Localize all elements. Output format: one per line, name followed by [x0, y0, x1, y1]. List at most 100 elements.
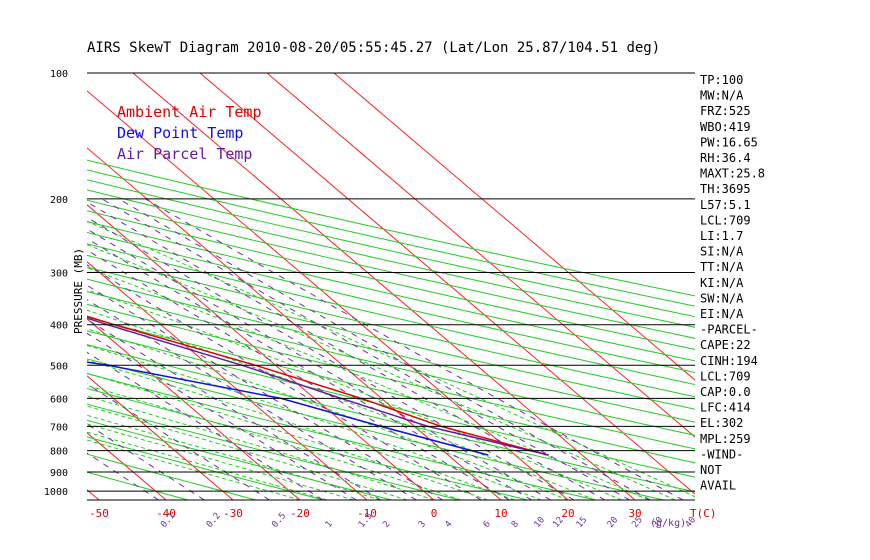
side-panel-item: CINH:194: [700, 354, 758, 368]
dry-adiabat-line: [87, 243, 695, 386]
side-panel-item: CAPE:22: [700, 338, 751, 352]
side-panel-item: FRZ:525: [700, 104, 751, 118]
pressure-tick-label: 700: [50, 422, 68, 433]
dry-adiabat-line: [87, 291, 695, 436]
side-panel-item: AVAIL: [700, 479, 736, 493]
moist-adiabat-line: [87, 289, 622, 500]
moist-adiabat-line: [87, 220, 695, 498]
side-panel-item: -PARCEL-: [700, 323, 758, 337]
pressure-tick-label: 800: [50, 447, 68, 458]
moist-adiabat-line: [87, 267, 649, 500]
isotherm-line: [87, 318, 301, 500]
moist-adiabat-line: [87, 384, 461, 500]
bottom-temp-tick-label: -10: [357, 507, 377, 520]
dry-adiabat-line: [87, 436, 324, 500]
side-panel-item: MPL:259: [700, 432, 751, 446]
mixing-ratio-line: [118, 198, 651, 500]
bottom-temp-tick-label: 10: [494, 507, 507, 520]
side-panel-item: CAP:0.0: [700, 385, 751, 399]
mixing-ratio-line: [87, 249, 510, 500]
side-panel-item: WBO:419: [700, 120, 751, 134]
series-line: [87, 361, 489, 456]
pressure-tick-label: 300: [50, 269, 68, 280]
pressure-tick-label: 900: [50, 468, 68, 479]
pressure-tick-label: 500: [50, 361, 68, 372]
isotherm-line: [0, 73, 32, 500]
dry-adiabat-line: [87, 266, 695, 410]
moist-adiabat-line: [87, 423, 354, 500]
side-panel-item: SW:N/A: [700, 291, 744, 305]
temp-unit-label: T(C): [690, 507, 717, 520]
legend-entry: Ambient Air Temp: [117, 103, 262, 121]
side-panel-item: LCL:709: [700, 369, 751, 383]
mixing-ratio-label: 2: [381, 519, 392, 530]
bottom-temp-tick-label: 20: [561, 507, 574, 520]
side-panel-item: TH:3695: [700, 182, 751, 196]
side-panel-item: EL:302: [700, 416, 743, 430]
isotherm-line: [199, 73, 695, 495]
pressure-tick-label: 200: [50, 195, 68, 206]
dry-adiabat-line: [87, 254, 695, 398]
legend-entry: Air Parcel Temp: [117, 145, 252, 163]
bottom-temp-tick-label: -40: [156, 507, 176, 520]
dry-adiabat-line: [87, 344, 695, 493]
side-panel-item: MAXT:25.8: [700, 167, 765, 181]
dry-adiabat-line: [87, 303, 695, 450]
mixing-ratio-label: 1: [324, 519, 335, 530]
dry-adiabat-line: [87, 232, 695, 374]
moist-adiabat-line: [87, 359, 515, 500]
side-panel-item: -WIND-: [700, 447, 743, 461]
legend-entry: Dew Point Temp: [117, 124, 243, 142]
mixing-ratio-line: [87, 351, 324, 500]
moist-adiabat-line: [87, 309, 595, 500]
mixing-ratio-label: 20: [606, 515, 621, 530]
moist-adiabat-line: [87, 372, 488, 500]
isotherm-line: [333, 73, 695, 381]
side-panel-item: RH:36.4: [700, 151, 751, 165]
mixing-ratio-line: [87, 383, 270, 500]
mixing-ratio-label: 3: [417, 519, 428, 530]
dry-adiabat-line: [87, 372, 596, 500]
moist-adiabat-line: [87, 328, 569, 500]
mixing-ratio-label: 8: [510, 519, 521, 530]
side-panel-item: LI:1.7: [700, 229, 743, 243]
dry-adiabat-line: [87, 159, 695, 297]
chart-title: AIRS SkewT Diagram 2010-08-20/05:55:45.2…: [87, 40, 660, 56]
mixing-ratio-label: 6: [482, 519, 493, 530]
dry-adiabat-line: [87, 199, 695, 339]
mixing-ratio-label: 0.5: [270, 511, 288, 530]
bottom-temp-tick-label: -50: [89, 507, 109, 520]
mixing-ratio-line: [87, 228, 551, 500]
isotherm-line: [87, 375, 234, 500]
dry-adiabat-line: [87, 358, 664, 500]
side-panel-item: LCL:709: [700, 213, 751, 227]
pressure-tick-label: 100: [50, 69, 68, 80]
mixing-ratio-line: [145, 198, 684, 500]
mixing-ratio-label: 0.2: [205, 511, 223, 530]
mixing-ratio-line: [87, 201, 606, 500]
side-panel-item: SI:N/A: [700, 245, 744, 259]
mixing-ratio-label: 15: [575, 515, 590, 530]
dry-adiabat-line: [87, 221, 695, 362]
pressure-tick-label: 600: [50, 394, 68, 405]
grid-layer: [0, 73, 695, 500]
isotherm-line: [266, 73, 695, 438]
moist-adiabat-line: [87, 244, 676, 500]
side-panel-item: TP:100: [700, 73, 743, 87]
mixing-ratio-label: 10: [533, 515, 548, 530]
pressure-tick-label: 400: [50, 321, 68, 332]
isotherm-line: [132, 73, 636, 500]
dry-adiabat-line: [87, 388, 528, 500]
mixing-ratio-line: [87, 216, 575, 500]
side-panel-item: L57:5.1: [700, 198, 751, 212]
dry-adiabat-line: [87, 210, 695, 350]
side-panel-item: MW:N/A: [700, 89, 744, 103]
dry-adiabat-line: [87, 189, 695, 328]
mixing-ratio-line: [87, 318, 381, 500]
mixing-ratio-label: 4: [443, 519, 454, 530]
bottom-temp-tick-label: -30: [223, 507, 243, 520]
moist-adiabat-line: [87, 439, 301, 500]
side-panel-item: LFC:414: [700, 401, 751, 415]
